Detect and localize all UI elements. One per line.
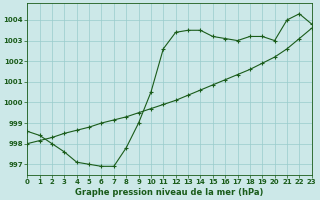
X-axis label: Graphe pression niveau de la mer (hPa): Graphe pression niveau de la mer (hPa) [75, 188, 264, 197]
